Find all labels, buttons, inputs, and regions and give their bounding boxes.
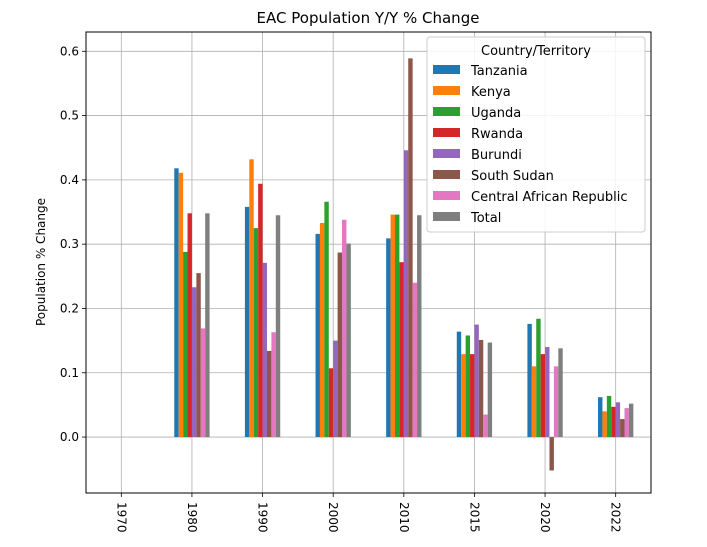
bar — [174, 168, 179, 438]
x-axis-ticks: 1970 1980 1990 2000 2010 2015 2020 2022 — [114, 493, 623, 533]
bar — [553, 366, 559, 438]
bar — [558, 348, 563, 438]
legend-swatch — [433, 128, 460, 137]
bar — [465, 335, 471, 438]
bar — [456, 331, 462, 438]
bar — [394, 214, 400, 438]
bar — [470, 354, 475, 438]
legend: Country/Territory Tanzania Kenya Uganda Rwa… — [426, 36, 646, 233]
chart-title: EAC Population Y/Y % Change — [257, 9, 480, 27]
bar — [602, 411, 607, 438]
legend-label: Central African Republic — [471, 190, 627, 205]
y-tick-label: 0.3 — [60, 237, 79, 251]
legend-label: Uganda — [471, 106, 521, 121]
bar — [390, 214, 395, 438]
legend-label: Tanzania — [470, 64, 528, 79]
bar — [200, 328, 206, 438]
bar — [545, 347, 550, 438]
legend-label: Kenya — [471, 85, 511, 100]
bar — [324, 201, 329, 438]
y-tick-label: 0.0 — [60, 430, 79, 444]
bar — [333, 340, 338, 438]
bar — [598, 397, 603, 438]
legend-label: Burundi — [471, 148, 522, 163]
bar — [403, 150, 409, 438]
legend-frame — [426, 36, 646, 233]
bar — [606, 395, 612, 438]
legend-label: Total — [470, 211, 501, 226]
x-tick-label: 1970 — [114, 502, 128, 533]
bar — [253, 228, 259, 438]
legend-items: Tanzania Kenya Uganda Rwanda Burundi South Su… — [433, 64, 627, 226]
x-tick-label: 2015 — [467, 502, 481, 533]
bar — [178, 172, 184, 438]
legend-swatch — [433, 191, 460, 200]
plot-frame — [85, 31, 652, 494]
bar — [628, 403, 634, 438]
x-tick-label: 2020 — [538, 502, 552, 533]
bar — [611, 406, 616, 438]
bar — [337, 252, 343, 438]
bar — [474, 324, 479, 438]
bar — [408, 58, 413, 438]
bar — [531, 366, 537, 438]
x-tick-label: 2010 — [397, 502, 411, 533]
y-tick-label: 0.1 — [60, 366, 79, 380]
legend-swatch — [433, 212, 460, 221]
bar — [483, 414, 488, 438]
bar — [399, 262, 404, 438]
x-tick-label: 1980 — [185, 502, 199, 533]
bar — [624, 408, 629, 438]
bar — [540, 354, 546, 438]
legend-swatch — [433, 65, 460, 74]
bar — [549, 437, 554, 471]
bar — [275, 215, 281, 438]
bar — [244, 206, 250, 438]
x-tick-label: 2022 — [609, 502, 623, 533]
bar — [196, 273, 201, 438]
y-axis-label: Population % Change — [34, 198, 48, 326]
bar — [319, 222, 325, 438]
bar — [461, 354, 466, 438]
bar — [487, 342, 493, 438]
bar — [620, 419, 625, 438]
bar — [249, 159, 254, 438]
bar — [386, 238, 391, 438]
bar — [271, 332, 276, 438]
y-tick-label: 0.5 — [60, 109, 79, 123]
bars — [174, 58, 634, 471]
bar — [328, 368, 334, 438]
legend-title: Country/Territory — [481, 44, 591, 59]
y-tick-label: 0.2 — [60, 301, 79, 315]
y-axis-ticks: 0.0 0.1 0.2 0.3 0.4 0.5 0.6 — [60, 44, 86, 444]
bar — [615, 402, 621, 438]
bar — [342, 219, 347, 438]
legend-label: South Sudan — [471, 169, 554, 184]
bar — [183, 251, 188, 438]
legend-label: Rwanda — [471, 127, 523, 142]
bar — [315, 233, 320, 438]
legend-swatch — [433, 86, 460, 95]
bar — [205, 213, 210, 438]
bar — [527, 323, 532, 438]
legend-swatch — [433, 107, 460, 116]
x-tick-label: 2000 — [326, 502, 340, 533]
bar — [262, 262, 267, 438]
bar — [412, 282, 418, 438]
bar — [191, 287, 197, 438]
bar — [266, 350, 272, 438]
bar — [187, 213, 192, 438]
bar — [346, 243, 351, 438]
bar — [536, 318, 541, 438]
bar — [417, 215, 422, 438]
x-tick-label: 1990 — [256, 502, 270, 533]
y-tick-label: 0.6 — [60, 44, 79, 58]
legend-swatch — [433, 170, 460, 179]
bar — [258, 183, 263, 438]
bar — [478, 339, 484, 438]
legend-swatch — [433, 149, 460, 158]
y-tick-label: 0.4 — [60, 173, 79, 187]
